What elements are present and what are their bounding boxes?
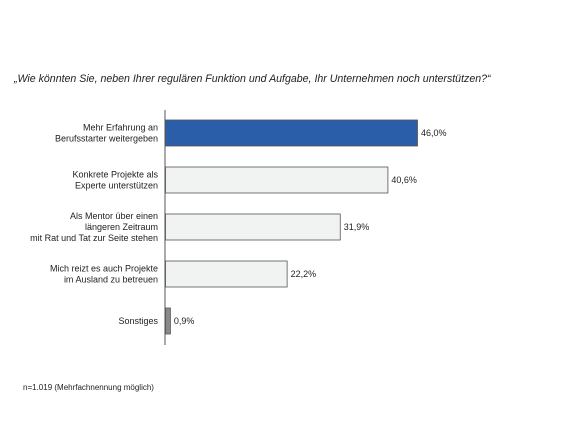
category-label: Sonstiges [118,316,158,326]
category-label-line: mit Rat und Tat zur Seite stehen [30,233,158,243]
data-label: 22,2% [291,269,317,279]
category-label-line: Sonstiges [118,316,158,326]
bar [165,119,418,147]
data-label: 40,6% [391,175,417,185]
bar [165,166,389,194]
category-label-line: Mehr Erfahrung an [83,123,158,133]
bar [165,307,171,335]
data-label: 31,9% [344,222,370,232]
category-label: Mehr Erfahrung an Berufsstarter weitergeb… [55,123,158,144]
category-label-line: Berufsstarter weitergeben [55,134,158,144]
category-label: Als Mentor über einen längeren Zeitraum mi… [30,211,158,243]
category-label-line: Mich reizt es auch Projekte [50,264,158,274]
category-label: Konkrete Projekte als Experte unterstütze… [72,170,158,191]
category-label: Mich reizt es auch Projekte im Ausland zu… [50,264,158,285]
category-label-line: im Ausland zu betreuen [64,275,158,285]
bar [165,260,288,288]
chart-title: „Wie könnten Sie, neben Ihrer regulären … [14,73,491,85]
data-label: 46,0% [421,128,447,138]
category-label-line: Experte unterstützen [75,181,158,191]
category-label-line: Konkrete Projekte als [72,170,158,180]
footnote: n=1.019 (Mehrfachnennung möglich) [23,383,154,392]
category-label-line: längeren Zeitraum [85,222,158,232]
category-label-line: Als Mentor über einen [70,211,158,221]
bar [165,213,341,241]
data-label: 0,9% [174,316,195,326]
